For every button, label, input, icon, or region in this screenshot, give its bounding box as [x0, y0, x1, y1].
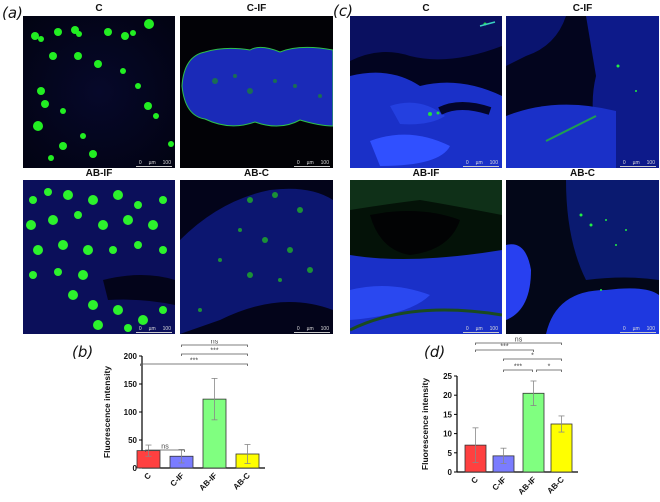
significance-label: *** — [210, 348, 218, 355]
scale-bar-line — [620, 166, 656, 167]
y-tick-label: 25 — [443, 372, 452, 381]
x-tick-label: C-IF — [491, 475, 508, 492]
panel-c-title-c-if: C-IF — [572, 3, 593, 14]
y-tick-label: 5 — [448, 449, 453, 458]
y-tick-label: 0 — [133, 464, 138, 473]
scale-bar-line — [136, 166, 172, 167]
significance-bracket — [503, 358, 562, 361]
significance-label: ns — [515, 337, 523, 344]
panel-c-title-ab-c: AB-C — [570, 168, 595, 179]
y-tick-label: 150 — [124, 380, 138, 389]
scale-bar-line — [136, 332, 172, 333]
scale-bar: 0 µm 100 — [138, 326, 171, 332]
scale-bar-line — [294, 166, 330, 167]
y-tick-label: 15 — [443, 410, 452, 419]
panel-b-label: (b) — [72, 343, 94, 361]
y-tick-label: 100 — [124, 408, 138, 417]
significance-bracket — [475, 349, 534, 352]
scale-bar: 0 µm 100 — [622, 326, 655, 332]
scale-bar: 0 µm 100 — [296, 160, 329, 166]
scale-bar-line — [463, 166, 499, 167]
panel-c-label: (c) — [333, 2, 353, 20]
scale-bar: 0 µm 100 — [296, 326, 329, 332]
scale-bar: 0 µm 100 — [465, 160, 498, 166]
x-tick-label: AB-C — [231, 471, 252, 492]
micrograph-a-ab-c: 0 µm 100 — [180, 180, 333, 334]
y-tick-label: 20 — [443, 391, 452, 400]
micrograph-a-ab-if: 0 µm 100 — [23, 180, 175, 334]
significance-bracket — [145, 449, 185, 452]
x-tick-label: C — [142, 471, 153, 482]
panel-a-label: (a) — [2, 4, 23, 22]
micrograph-c-ab-c: 0 µm 100 — [506, 180, 659, 334]
chart-b: 0 50 100 150 200 Fluorescence intensity C C-IF A… — [80, 339, 320, 497]
panel-a-title-ab-if: AB-IF — [85, 168, 113, 179]
significance-bracket — [181, 344, 248, 347]
significance-label: ns — [211, 340, 219, 346]
panel-a-title-ab-c: AB-C — [244, 168, 269, 179]
significance-bracket — [475, 342, 562, 345]
significance-bracket — [181, 353, 248, 356]
scale-bar-line — [463, 332, 499, 333]
x-tick-label: AB-IF — [516, 475, 538, 497]
panel-c-title-c: C — [422, 3, 430, 14]
significance-label: *** — [514, 364, 522, 371]
significance-label: ns — [161, 444, 169, 451]
significance-bracket — [503, 369, 533, 372]
y-axis-label: Fluorescence intensity — [420, 378, 430, 470]
scale-bar-line — [620, 332, 656, 333]
micrograph-c-c-if: 0 µm 100 — [506, 16, 659, 168]
scale-bar: 0 µm 100 — [138, 160, 171, 166]
micrograph-c-c: 0 µm 100 — [350, 16, 502, 168]
panel-a-title-c: C — [95, 3, 103, 14]
panel-a-title-c-if: C-IF — [246, 3, 267, 14]
x-tick-label: C-IF — [169, 471, 186, 488]
significance-label: *** — [500, 344, 508, 351]
y-tick-label: 10 — [443, 430, 452, 439]
panel-d-label: (d) — [424, 343, 446, 361]
bar-chart-d: 0 5 10 15 20 25 Fluorescence intensity C C-IF AB-… — [420, 337, 578, 497]
significance-bracket — [140, 363, 248, 366]
chart-d: 0 5 10 15 20 25 Fluorescence intensity C C-IF AB-… — [400, 335, 660, 497]
micrograph-a-c: 0 µm 100 — [23, 16, 175, 168]
scale-bar: 0 µm 100 — [622, 160, 655, 166]
panel-c-title-ab-if: AB-IF — [412, 168, 440, 179]
significance-bracket — [536, 369, 562, 372]
x-tick-label: C — [469, 475, 480, 486]
x-tick-label: AB-IF — [197, 471, 219, 493]
y-axis-label: Fluorescence intensity — [102, 366, 112, 458]
micrograph-a-c-if: 0 µm 100 — [180, 16, 333, 168]
y-tick-label: 200 — [124, 352, 138, 361]
y-tick-label: 50 — [128, 436, 137, 445]
bar-chart-b: 0 50 100 150 200 Fluorescence intensity C C-IF A… — [102, 339, 265, 493]
scale-bar: 0 µm 100 — [465, 326, 498, 332]
micrograph-c-ab-if: 0 µm 100 — [350, 180, 502, 334]
significance-label: * — [531, 353, 534, 360]
significance-label: *** — [190, 358, 198, 365]
scale-bar-line — [294, 332, 330, 333]
significance-label: * — [548, 364, 551, 371]
x-tick-label: AB-C — [545, 475, 566, 496]
y-tick-label: 0 — [448, 468, 453, 477]
